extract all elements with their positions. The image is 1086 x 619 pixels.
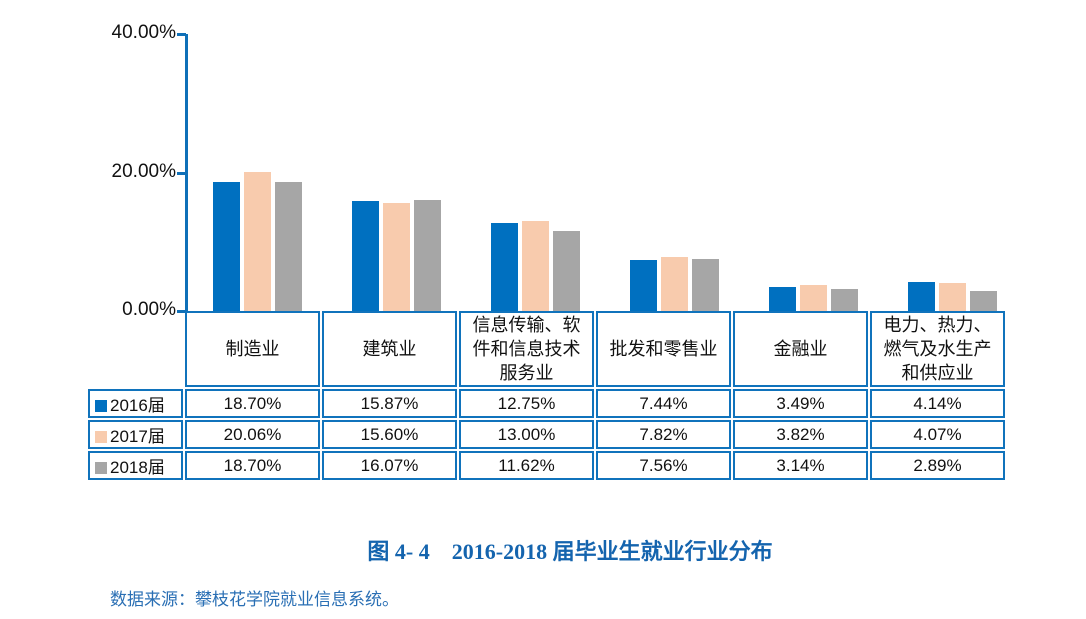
value-cell: 3.14% — [733, 451, 868, 480]
table-row: 2018届 18.70% 16.07% 11.62% 7.56% 3.14% 2.89% — [88, 451, 1005, 480]
legend-swatch-icon — [95, 431, 107, 443]
legend-cell: 2017届 — [88, 420, 183, 449]
bar-group — [883, 34, 1022, 311]
y-axis-tick-mark — [177, 310, 186, 313]
bar-group — [188, 34, 327, 311]
category-header-cell: 信息传输、软件和信息技术服务业 — [459, 311, 594, 387]
chart-data-table: 制造业 建筑业 信息传输、软件和信息技术服务业 批发和零售业 金融业 电力、热力、燃气及水… — [86, 309, 1007, 482]
category-header-cell: 制造业 — [185, 311, 320, 387]
y-axis-line — [185, 34, 188, 311]
bar-2017届-制造业 — [244, 172, 271, 311]
bar-2016届-批发和零售业 — [630, 259, 657, 311]
table-row: 2016届 18.70% 15.87% 12.75% 7.44% 3.49% 4.14% — [88, 389, 1005, 418]
bar-group — [605, 34, 744, 311]
category-header-cell: 批发和零售业 — [596, 311, 731, 387]
bar-group — [744, 34, 883, 311]
bar-2017届-批发和零售业 — [661, 256, 688, 311]
value-cell: 7.56% — [596, 451, 731, 480]
y-axis-tick-label: 40.00% — [111, 22, 176, 43]
bar-2017届-金融业 — [800, 284, 827, 311]
value-cell: 13.00% — [459, 420, 594, 449]
y-axis-tick-label: 0.00% — [122, 299, 176, 320]
value-cell: 2.89% — [870, 451, 1005, 480]
table-row: 2017届 20.06% 15.60% 13.00% 7.82% 3.82% 4.07% — [88, 420, 1005, 449]
legend-cell: 2016届 — [88, 389, 183, 418]
bar-2018届-建筑业 — [414, 199, 441, 311]
bar-2017届-电力、热力、燃气及水生产和供应业 — [939, 282, 966, 311]
bar-2016届-制造业 — [213, 181, 240, 311]
value-cell: 7.82% — [596, 420, 731, 449]
figure-caption: 图 4- 4 2016-2018 届毕业生就业行业分布 — [367, 539, 773, 564]
value-cell: 7.44% — [596, 389, 731, 418]
legend-swatch-icon — [95, 462, 107, 474]
value-cell: 4.14% — [870, 389, 1005, 418]
table-header-row: 制造业 建筑业 信息传输、软件和信息技术服务业 批发和零售业 金融业 电力、热力、燃气及水… — [88, 311, 1005, 387]
bar-2018届-金融业 — [831, 289, 858, 311]
bar-2018届-批发和零售业 — [692, 258, 719, 311]
category-header-cell: 建筑业 — [322, 311, 457, 387]
value-cell: 3.49% — [733, 389, 868, 418]
value-cell: 18.70% — [185, 451, 320, 480]
bar-2017届-建筑业 — [383, 203, 410, 311]
data-source-note: 数据来源：攀枝花学院就业信息系统。 — [110, 590, 399, 609]
category-header-cell: 电力、热力、燃气及水生产和供应业 — [870, 311, 1005, 387]
legend-swatch-icon — [95, 400, 107, 412]
value-cell: 16.07% — [322, 451, 457, 480]
value-cell: 11.62% — [459, 451, 594, 480]
legend-cell: 2018届 — [88, 451, 183, 480]
bar-2016届-金融业 — [769, 286, 796, 311]
legend-label: 2017届 — [110, 427, 165, 446]
y-axis-tick-label: 20.00% — [111, 161, 176, 182]
bar-2017届-信息传输、软件和信息技术服务业 — [522, 221, 549, 311]
bar-2016届-电力、热力、燃气及水生产和供应业 — [908, 282, 935, 311]
bar-2018届-制造业 — [275, 181, 302, 311]
y-axis-tick-mark — [177, 172, 186, 175]
bar-group — [327, 34, 466, 311]
bar-group — [466, 34, 605, 311]
bar-chart: 40.00% 20.00% 0.00% — [111, 22, 1019, 320]
bar-2016届-信息传输、软件和信息技术服务业 — [491, 222, 518, 311]
value-cell: 4.07% — [870, 420, 1005, 449]
legend-label: 2018届 — [110, 458, 165, 477]
legend-label: 2016届 — [110, 396, 165, 415]
value-cell: 12.75% — [459, 389, 594, 418]
plot-area — [188, 34, 1019, 311]
category-header-cell: 金融业 — [733, 311, 868, 387]
value-cell: 15.87% — [322, 389, 457, 418]
value-cell: 20.06% — [185, 420, 320, 449]
bar-2018届-电力、热力、燃气及水生产和供应业 — [970, 291, 997, 311]
y-axis-tick-mark — [177, 33, 186, 36]
bar-2016届-建筑业 — [352, 201, 379, 311]
value-cell: 15.60% — [322, 420, 457, 449]
bar-2018届-信息传输、软件和信息技术服务业 — [553, 230, 580, 311]
table-corner-cell — [88, 311, 183, 387]
value-cell: 3.82% — [733, 420, 868, 449]
value-cell: 18.70% — [185, 389, 320, 418]
